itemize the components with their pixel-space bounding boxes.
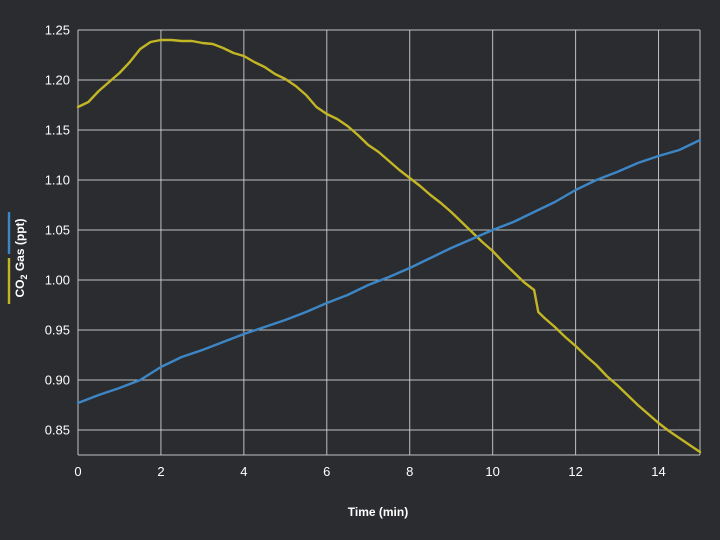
y-axis-ticks: 0.85 0.90 0.95 1.00 1.05 1.10 1.15 1.20 1.25 xyxy=(45,23,70,438)
x-tick-label: 14 xyxy=(651,464,665,479)
y-tick-label: 1.00 xyxy=(45,273,70,288)
series-line-2 xyxy=(76,138,702,405)
y-axis-title-post: Gas (ppt) xyxy=(13,218,27,274)
x-tick-label: 6 xyxy=(323,464,330,479)
y-tick-label: 0.85 xyxy=(45,423,70,438)
x-tick-label: 0 xyxy=(74,464,81,479)
y-tick-label: 0.90 xyxy=(45,373,70,388)
y-tick-label: 1.20 xyxy=(45,73,70,88)
x-tick-label: 4 xyxy=(240,464,247,479)
x-tick-label: 8 xyxy=(406,464,413,479)
y-axis-title-pre: CO xyxy=(13,280,27,298)
grid xyxy=(77,29,701,456)
y-axis-title: CO2 Gas (ppt) xyxy=(13,218,29,297)
x-axis-ticks: 0 2 4 6 8 10 12 14 xyxy=(74,464,665,479)
y-tick-label: 1.25 xyxy=(45,23,70,38)
y-tick-label: 0.95 xyxy=(45,323,70,338)
y-tick-label: 1.15 xyxy=(45,123,70,138)
series-line-1 xyxy=(76,38,702,454)
y-tick-label: 1.10 xyxy=(45,173,70,188)
y-tick-label: 1.05 xyxy=(45,223,70,238)
x-axis-title: Time (min) xyxy=(348,505,408,519)
x-tick-label: 10 xyxy=(485,464,499,479)
series-lines xyxy=(76,38,702,454)
x-tick-label: 2 xyxy=(157,464,164,479)
y-axis-legend: CO2 Gas (ppt) xyxy=(7,212,29,304)
y-axis-title-subscript: 2 xyxy=(19,274,29,279)
x-tick-label: 12 xyxy=(568,464,582,479)
